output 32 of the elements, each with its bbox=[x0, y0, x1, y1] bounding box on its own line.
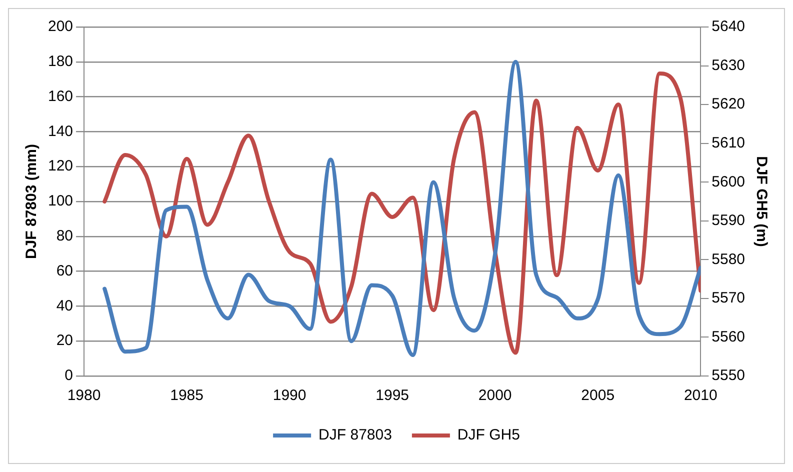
x-tick-label: 1995 bbox=[376, 387, 410, 404]
x-tick-label: 2000 bbox=[478, 387, 512, 404]
x-tick-label: 1980 bbox=[67, 387, 101, 404]
x-tick-label: 1985 bbox=[170, 387, 204, 404]
y-tick-label: 60 bbox=[56, 262, 74, 280]
y-tick-label: 140 bbox=[48, 122, 74, 140]
y2-tick-label: 5590 bbox=[712, 212, 746, 230]
y-tick-label: 80 bbox=[56, 228, 74, 245]
x-tick-label: 1990 bbox=[272, 387, 306, 404]
y-tick-label: 20 bbox=[56, 332, 74, 350]
y-tick-label: 160 bbox=[48, 88, 74, 105]
x-tick-label: 2005 bbox=[581, 387, 615, 404]
y2-axis-title: DJF GH5 (m) bbox=[752, 156, 770, 247]
y2-tick-label: 5600 bbox=[712, 173, 746, 190]
x-tick-label: 2010 bbox=[684, 387, 718, 404]
y2-tick-label: 5640 bbox=[712, 18, 746, 36]
y2-tick-label: 5620 bbox=[712, 96, 746, 113]
y-axis-title: DJF 87803 (mm) bbox=[23, 144, 40, 260]
y2-tick-label: 5610 bbox=[712, 134, 746, 152]
legend-label: DJF GH5 bbox=[457, 426, 520, 444]
y-tick-label: 180 bbox=[48, 53, 74, 70]
y2-tick-label: 5570 bbox=[712, 290, 746, 307]
y2-tick-label: 5550 bbox=[712, 367, 746, 384]
y-tick-label: 200 bbox=[48, 18, 74, 36]
y-tick-label: 120 bbox=[48, 158, 74, 175]
y-tick-label: 0 bbox=[64, 367, 74, 384]
y2-tick-label: 5630 bbox=[712, 56, 746, 74]
y-tick-label: 100 bbox=[48, 192, 74, 210]
y2-tick-label: 5560 bbox=[712, 328, 746, 346]
legend-label: DJF 87803 bbox=[318, 426, 392, 444]
y2-tick-label: 5580 bbox=[712, 250, 746, 268]
y-tick-label: 40 bbox=[56, 297, 74, 314]
